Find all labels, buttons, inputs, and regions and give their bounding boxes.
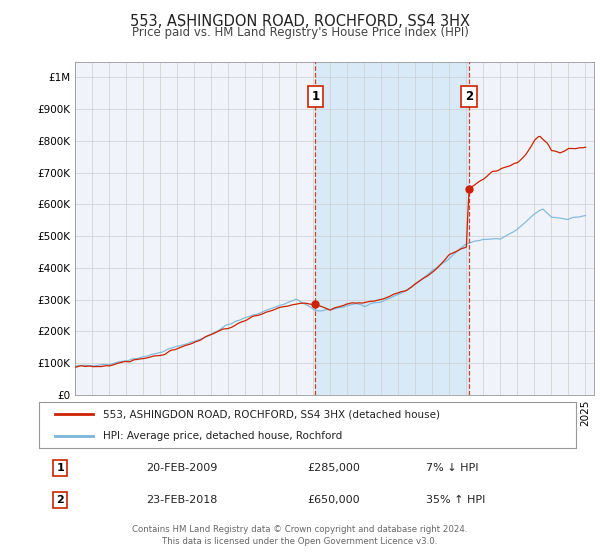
Text: 35% ↑ HPI: 35% ↑ HPI — [425, 495, 485, 505]
Bar — [316, 62, 469, 395]
Text: £650,000: £650,000 — [308, 495, 360, 505]
Text: 1: 1 — [56, 463, 64, 473]
Text: £285,000: £285,000 — [308, 463, 361, 473]
Text: 2: 2 — [56, 495, 64, 505]
Text: HPI: Average price, detached house, Rochford: HPI: Average price, detached house, Roch… — [103, 431, 343, 441]
Text: 1: 1 — [311, 90, 320, 103]
Text: Price paid vs. HM Land Registry's House Price Index (HPI): Price paid vs. HM Land Registry's House … — [131, 26, 469, 39]
Text: 23-FEB-2018: 23-FEB-2018 — [146, 495, 218, 505]
Text: Contains HM Land Registry data © Crown copyright and database right 2024.
This d: Contains HM Land Registry data © Crown c… — [132, 525, 468, 546]
Text: 553, ASHINGDON ROAD, ROCHFORD, SS4 3HX: 553, ASHINGDON ROAD, ROCHFORD, SS4 3HX — [130, 14, 470, 29]
Text: 20-FEB-2009: 20-FEB-2009 — [146, 463, 218, 473]
Text: 2: 2 — [465, 90, 473, 103]
Text: 7% ↓ HPI: 7% ↓ HPI — [425, 463, 478, 473]
Text: 553, ASHINGDON ROAD, ROCHFORD, SS4 3HX (detached house): 553, ASHINGDON ROAD, ROCHFORD, SS4 3HX (… — [103, 409, 440, 419]
